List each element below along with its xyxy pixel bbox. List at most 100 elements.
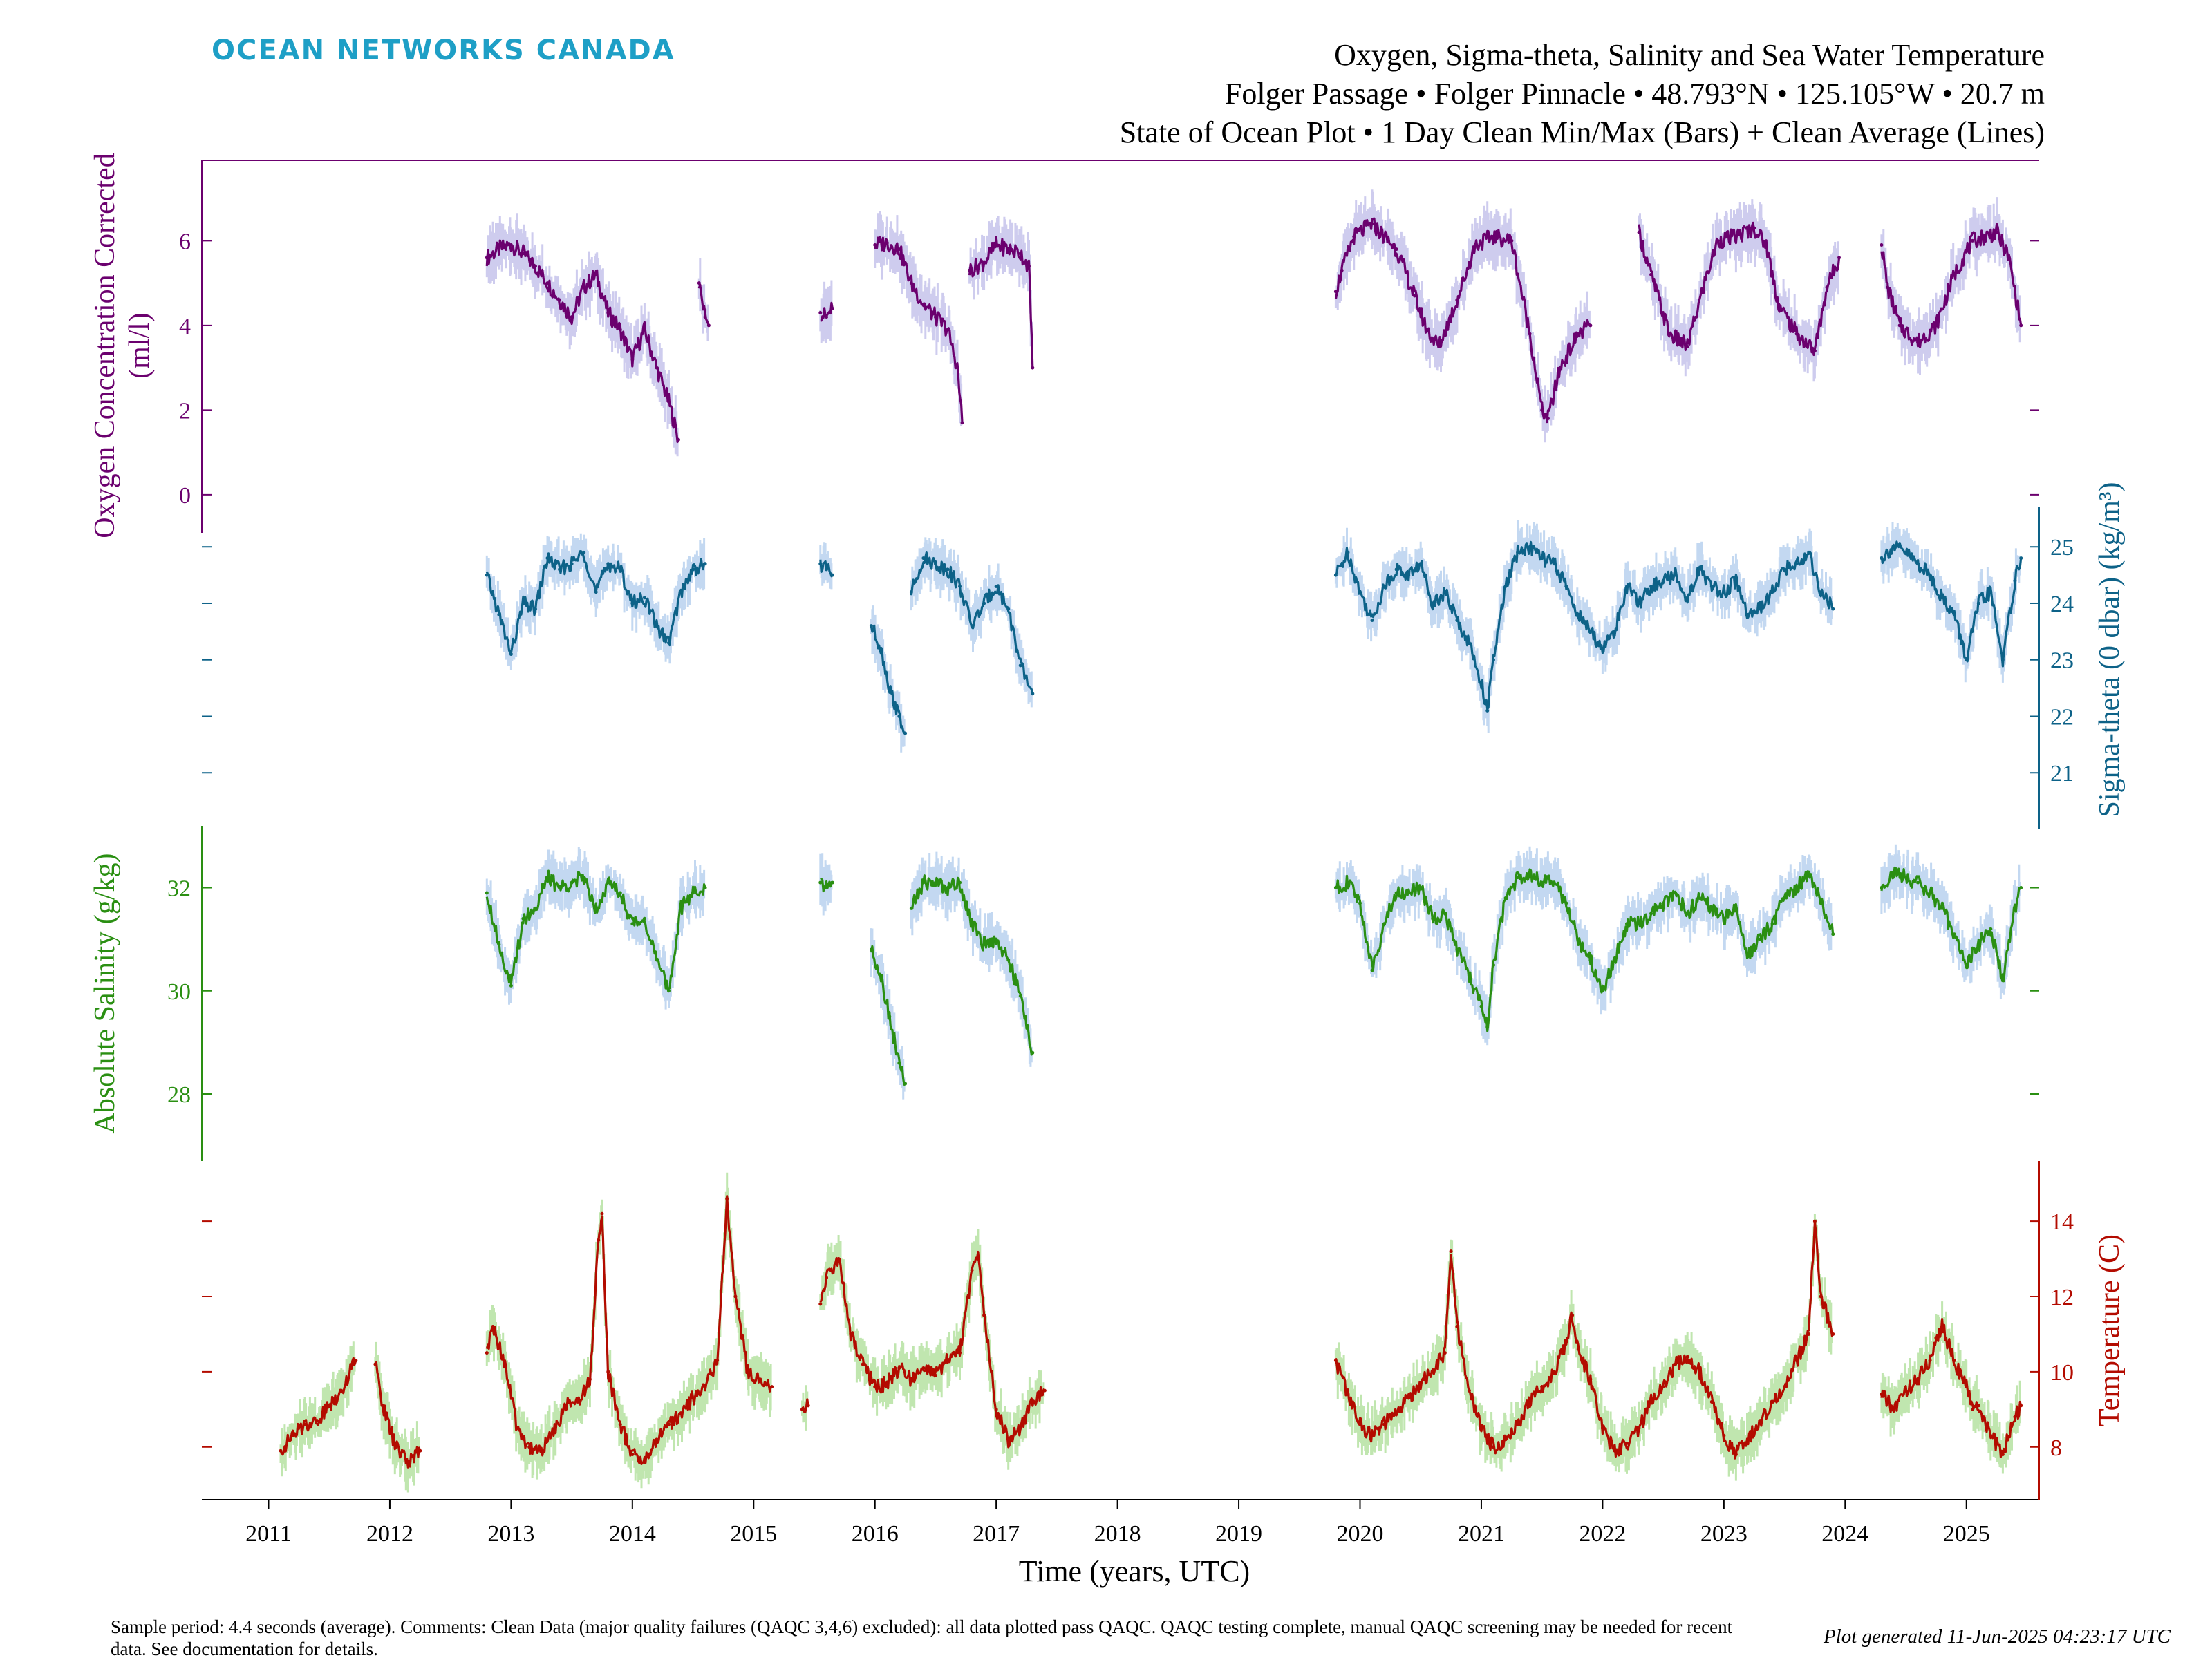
data-point [509,243,513,247]
x-tick-label: 2025 [1943,1521,1990,1547]
y-tick-label: 2 [179,398,191,424]
data-point [933,315,937,319]
data-point [1685,1355,1689,1359]
data-point [1018,252,1022,256]
data-point [903,731,908,735]
average-line-segment [485,1195,772,1465]
data-point [373,1362,377,1366]
data-point [600,1211,604,1216]
data-point [933,1373,937,1377]
minmax-bars-segment [1880,522,2021,683]
data-point [291,1433,295,1437]
data-point [958,880,962,885]
data-point [1588,630,1593,634]
data-point [521,916,525,921]
data-point [1807,550,1811,554]
data-point [618,567,622,572]
y-tick-label: 8 [2050,1435,2062,1461]
data-point [1976,1404,1980,1408]
y-tick-label: 12 [2050,1285,2074,1310]
data-point [2019,1404,2023,1408]
data-point [497,612,501,616]
x-axis-title: Time (years, UTC) [1019,1554,1250,1588]
data-point [1333,1359,1338,1363]
minmax-bars-segment [910,851,1033,1067]
data-point [982,943,986,947]
data-point [1891,1407,1895,1411]
data-point [582,550,586,554]
y-tick-label: 24 [2050,592,2074,617]
data-point [606,1370,610,1374]
data-point [1674,1362,1678,1366]
data-point [545,556,550,560]
data-point [1880,1393,1884,1397]
data-point [691,891,695,895]
data-point [1346,1393,1350,1397]
data-point [1971,238,1975,243]
data-point [406,1460,410,1464]
average-line-segment [1638,221,1841,357]
brand-logo-text: OCEAN NETWORKS CANADA [212,35,675,66]
data-point [1576,612,1580,616]
data-point [1443,912,1447,916]
data-point [597,1238,601,1242]
data-point [1340,268,1344,272]
data-point [1983,234,1987,238]
data-point [1510,238,1514,243]
y-tick-label: 10 [2050,1360,2074,1386]
data-point [970,922,974,926]
data-point [1382,1422,1387,1426]
data-point [418,1449,422,1453]
data-point [655,1437,659,1442]
data-point [1649,912,1653,916]
data-point [1649,584,1653,588]
data-point [545,281,550,285]
data-point [1783,1385,1787,1389]
data-point [1006,247,1011,252]
data-point [1407,891,1411,895]
data-point [1467,641,1471,645]
data-point [1443,1351,1447,1355]
data-point [994,1407,998,1411]
data-point [1479,1004,1483,1008]
data-point [1709,906,1714,910]
data-point [1685,345,1689,348]
minmax-bars-segment [279,1341,356,1477]
minmax-bars-segment [1334,1214,1833,1481]
data-point [1674,573,1678,577]
data-point [825,315,829,319]
data-point [666,989,671,993]
data-point [1528,870,1532,874]
average-line-segment [911,874,1034,1056]
x-tick-label: 2013 [487,1521,534,1547]
x-tick-label: 2017 [973,1521,1020,1547]
data-point [558,567,562,572]
data-point [1613,958,1617,962]
data-point [1934,323,1938,328]
data-point [1667,332,1671,336]
chart-title-block: Oxygen, Sigma-theta, Salinity and Sea Wa… [1120,36,2045,152]
data-point [1916,340,1920,344]
data-point [1613,630,1617,634]
data-point [1491,234,1495,238]
data-point [1394,1411,1398,1415]
x-tick-label: 2018 [1094,1521,1141,1547]
chart-subtitle-location: Folger Passage • Folger Pinnacle • 48.79… [1224,77,2045,111]
data-point [1576,332,1580,336]
x-tick-label: 2011 [245,1521,292,1547]
data-point [606,880,610,885]
minmax-bars-segment [697,258,709,341]
data-point [1989,590,1993,594]
data-point [1794,1359,1799,1363]
data-point [1031,1399,1035,1404]
data-point [869,947,873,952]
data-point [1449,1249,1453,1254]
data-point [552,1430,556,1434]
data-point [1346,550,1350,554]
data-point [533,264,537,268]
data-point [1346,880,1350,885]
y-tick-label: 28 [167,1082,191,1108]
data-point [1491,963,1495,967]
data-point [706,323,711,328]
